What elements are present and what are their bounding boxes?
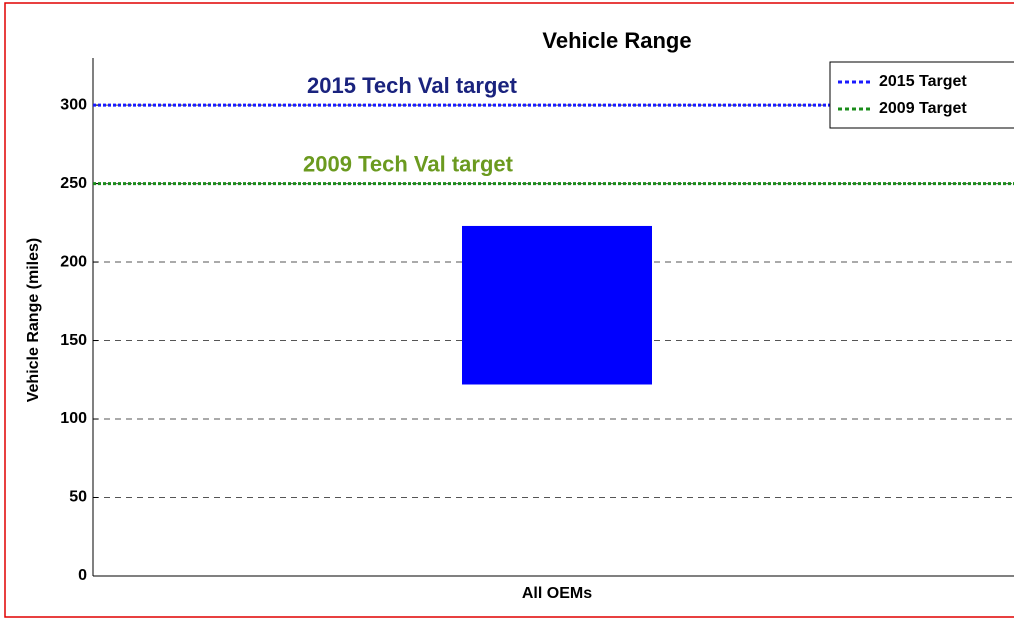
bar [462, 225, 652, 385]
y-tick-label: 150 [60, 332, 87, 349]
reference-label: 2009 Tech Val target [303, 151, 514, 176]
legend-label: 2009 Target [879, 100, 967, 117]
y-tick-label: 100 [60, 410, 87, 427]
y-tick-label: 300 [60, 96, 87, 113]
reference-label: 2015 Tech Val target [307, 73, 518, 98]
y-tick-label: 250 [60, 175, 87, 192]
y-tick-label: 200 [60, 253, 87, 270]
legend-label: 2015 Target [879, 73, 967, 90]
x-tick-label: All OEMs [522, 585, 592, 602]
y-axis-label: Vehicle Range (miles) [25, 238, 42, 403]
legend-box [829, 61, 1014, 129]
chart-title: Vehicle Range [542, 28, 691, 53]
y-tick-label: 50 [69, 489, 87, 506]
y-tick-label: 0 [78, 567, 87, 584]
